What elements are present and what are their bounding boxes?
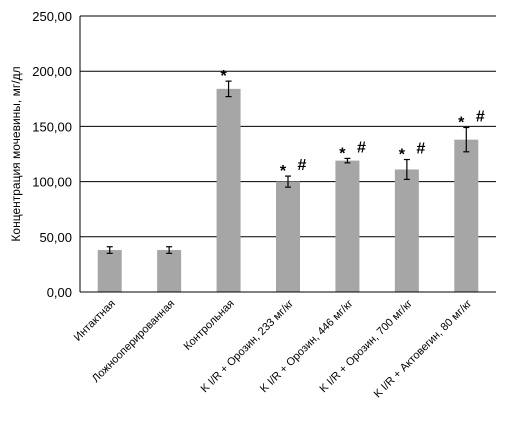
bar — [216, 88, 241, 292]
bar — [157, 250, 182, 292]
error-bar — [403, 158, 410, 180]
y-tick-label: 100,00 — [32, 175, 72, 190]
error-bar — [463, 126, 470, 153]
y-tick-label: 250,00 — [32, 9, 72, 24]
axes — [79, 16, 496, 293]
significance-star: * — [280, 163, 287, 180]
y-tick-labels: 0,00 50,00 100,00 150,00 200,00 250,00 — [32, 9, 72, 300]
bar — [276, 181, 300, 292]
error-bar — [225, 80, 232, 98]
bar — [394, 169, 419, 292]
y-tick-label: 150,00 — [32, 119, 72, 134]
significance-star: * — [339, 145, 346, 162]
x-tick-label: K I/R + Актовегин, 80 мг/кг — [372, 298, 475, 401]
bar — [454, 139, 479, 292]
error-bar — [166, 246, 173, 254]
bar — [97, 250, 122, 292]
x-tick-label: Контрольная — [182, 298, 237, 353]
error-bar — [285, 175, 291, 188]
y-tick-label: 0,00 — [47, 285, 72, 300]
y-tick-label: 200,00 — [32, 64, 72, 79]
significance-star: * — [399, 147, 406, 164]
bar — [335, 160, 360, 292]
significance-star: * — [458, 115, 465, 132]
x-tick-label: Интактная — [72, 298, 118, 344]
error-bar — [344, 157, 351, 164]
significance-hash: # — [357, 139, 366, 156]
significance-marks: * * # * # * # * # — [220, 68, 484, 180]
grid-lines — [80, 15, 496, 238]
significance-hash: # — [416, 141, 425, 158]
significance-hash: # — [298, 157, 307, 174]
y-axis-label: Концентрация мочевины, мг/дл — [9, 66, 23, 241]
significance-hash: # — [476, 109, 485, 126]
significance-star: * — [220, 68, 227, 85]
bars — [97, 88, 479, 292]
y-tick-label: 50,00 — [39, 230, 72, 245]
error-bar — [106, 246, 113, 254]
error-bars — [106, 80, 470, 254]
